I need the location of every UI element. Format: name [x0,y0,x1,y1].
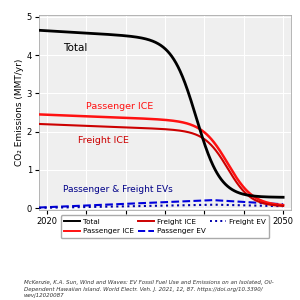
Text: McKenzie, K.A. Sun, Wind and Waves: EV Fossil Fuel Use and Emissions on an Isola: McKenzie, K.A. Sun, Wind and Waves: EV F… [24,280,274,298]
Text: Freight ICE: Freight ICE [78,136,129,145]
Text: Total: Total [63,43,87,53]
Text: Passenger & Freight EVs: Passenger & Freight EVs [63,185,172,194]
Text: Passenger ICE: Passenger ICE [86,102,154,111]
Legend: Total, Passenger ICE, Freight ICE, Passenger EV, Freight EV: Total, Passenger ICE, Freight ICE, Passe… [61,215,269,238]
Y-axis label: CO₂ Emissions (MMT/yr): CO₂ Emissions (MMT/yr) [15,59,24,166]
